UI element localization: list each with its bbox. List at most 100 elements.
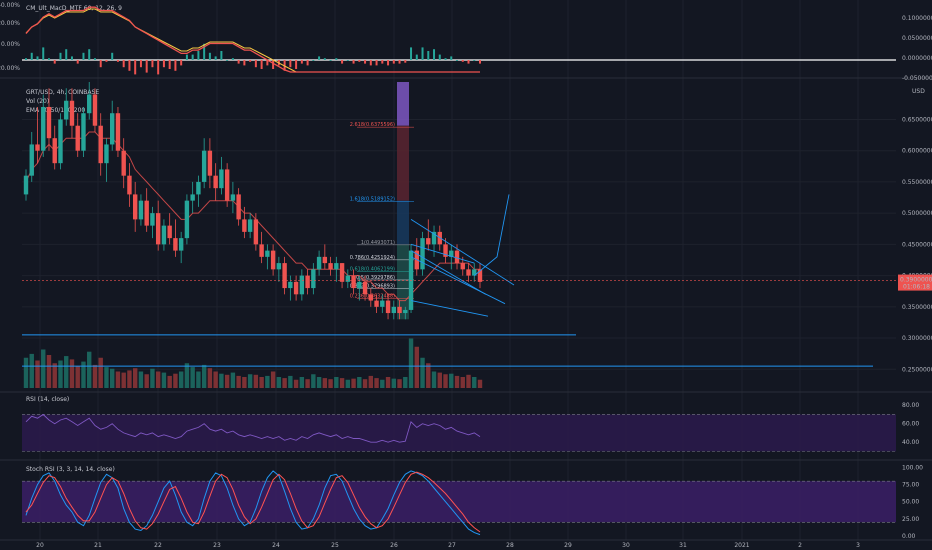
macd-hist-bar — [134, 60, 137, 75]
macd-hist-bar — [283, 60, 286, 71]
candle-body — [41, 106, 46, 151]
candle-body — [178, 238, 184, 251]
candle-body — [161, 225, 167, 245]
volume-bar — [265, 375, 270, 388]
volume-bar — [328, 379, 333, 388]
x-axis-tick: 26 — [390, 542, 398, 549]
volume-bar — [138, 371, 144, 388]
candle-body — [305, 275, 310, 289]
candle-body — [29, 144, 34, 176]
volume-bar — [362, 379, 368, 388]
candle-body — [282, 263, 287, 289]
macd-hist-bar — [151, 60, 154, 68]
rsi-band — [22, 414, 896, 452]
macd-hist-bar — [116, 60, 119, 62]
stoch-tick: 75.00 — [902, 482, 919, 489]
macd-hist-bar — [467, 60, 470, 64]
candle-body — [426, 238, 431, 245]
macd-left-tick: 0.00% — [1, 41, 20, 48]
volume-bar — [472, 377, 477, 388]
stoch-tick: 50.00 — [902, 499, 919, 506]
macd-hist-bar — [381, 60, 384, 64]
volume-bar — [316, 377, 322, 388]
candle-body — [81, 113, 86, 151]
macd-hist-bar — [157, 60, 160, 75]
macd-hist-bar — [36, 56, 39, 60]
stoch-tick: 25.00 — [902, 516, 919, 523]
x-axis-tick: 23 — [213, 542, 221, 549]
fib-level-label: 0.5(0.3929786) — [356, 275, 395, 281]
candle-body — [92, 94, 98, 126]
candle-body — [104, 144, 109, 164]
volume-bar — [380, 379, 385, 388]
candle-body — [138, 200, 144, 220]
fib-level-label: 0.618(0.4062199) — [350, 267, 395, 273]
volume-bar — [391, 378, 396, 388]
volume-bar — [305, 379, 310, 388]
macd-hist-bar — [392, 60, 395, 64]
volume-bar — [460, 377, 465, 388]
projection-path — [473, 194, 510, 276]
candle-body — [230, 194, 236, 201]
trend-line — [410, 243, 475, 264]
stoch-title: Stoch RSI (3, 3, 14, 14, close) — [26, 466, 115, 473]
macd-hist-bar — [444, 58, 447, 60]
stoch-k-line — [25, 470, 481, 536]
volume-bar — [374, 378, 379, 388]
volume-bar — [58, 360, 63, 388]
candle-body — [443, 244, 448, 257]
macd-hist-bar — [226, 60, 229, 61]
price-tick: 0.35000000 — [902, 304, 932, 311]
fib-level-label: 1.618(0.5189152) — [350, 196, 395, 202]
x-axis-tick: 3 — [856, 542, 860, 549]
volume-bar — [368, 375, 374, 388]
macd-hist-bar — [231, 58, 234, 60]
stoch-band — [22, 481, 896, 523]
volume-bar — [64, 356, 69, 388]
macd-hist-bar — [208, 52, 211, 60]
trend-line — [410, 250, 486, 295]
macd-hist-bar — [404, 60, 407, 63]
volume-bar — [87, 351, 92, 388]
macd-hist-bar — [433, 49, 436, 60]
stoch-tick: 0.00 — [902, 533, 916, 540]
volume-bar — [339, 378, 345, 388]
candle-body — [259, 244, 264, 257]
volume-bar — [408, 338, 414, 388]
macd-hist-bar — [272, 60, 275, 69]
candle-body — [150, 213, 155, 226]
price-tick: 0.45000000 — [902, 241, 932, 248]
macd-hist-bar — [53, 60, 56, 64]
macd-hist-bar — [214, 56, 217, 60]
price-tick: 0.50000000 — [902, 210, 932, 217]
candle-body — [23, 175, 29, 195]
volume-bar — [155, 371, 161, 388]
ema-label: EMA 20/50/100/200 — [26, 107, 85, 114]
candle-body — [454, 250, 460, 264]
volume-bar — [196, 371, 201, 388]
volume-bar — [29, 353, 34, 388]
fib-band — [397, 200, 409, 245]
volume-bar — [35, 360, 40, 388]
volume-bar — [449, 373, 454, 388]
macd-hist-bar — [329, 60, 332, 61]
volume-bar — [322, 378, 328, 388]
candle-body — [460, 263, 465, 270]
macd-hist-bar — [174, 60, 177, 71]
candle-body — [58, 119, 63, 164]
volume-bar — [385, 377, 391, 388]
volume-bar — [454, 375, 460, 388]
currency-label: USD — [912, 88, 925, 95]
rsi-tick: 80.00 — [902, 402, 919, 409]
macd-left-tick: 20.00% — [0, 20, 20, 27]
macd-hist-bar — [341, 60, 344, 64]
countdown-value: 01:06:18 — [903, 284, 930, 291]
rsi-tick: 60.00 — [902, 421, 919, 428]
volume-bar — [426, 363, 431, 388]
candle-body — [477, 269, 483, 282]
fib-band — [397, 82, 409, 126]
volume-bar — [132, 368, 138, 388]
candle-body — [270, 250, 276, 270]
macd-hist-bar — [185, 54, 188, 60]
volume-bar — [150, 368, 155, 388]
